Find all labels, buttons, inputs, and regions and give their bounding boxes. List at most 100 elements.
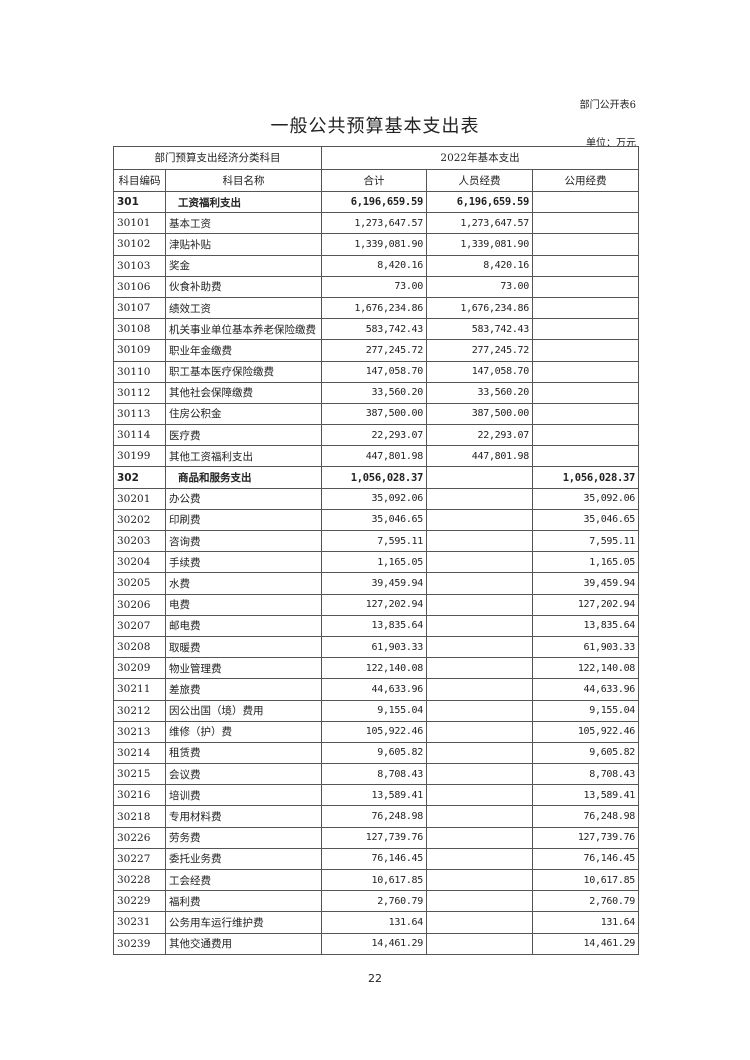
cell-total: 13,589.41	[321, 784, 427, 807]
cell-total: 8,708.43	[321, 763, 427, 786]
cell-public: 127,739.76	[531, 826, 640, 849]
cell-name: 机关事业单位基本养老保险缴费	[165, 318, 322, 341]
cell-personnel: 33,560.20	[426, 381, 533, 404]
cell-name: 其他交通费用	[165, 932, 322, 955]
cell-personnel	[426, 911, 533, 934]
cell-public: 44,633.96	[531, 678, 640, 701]
cell-name: 住房公积金	[165, 402, 322, 426]
cell-code: 30201	[113, 487, 166, 510]
table-row: 30101 基本工资 1,273,647.57 1,273,647.57	[113, 212, 640, 235]
cell-code: 30214	[113, 741, 166, 765]
cell-personnel	[426, 699, 533, 722]
cell-code: 30101	[113, 212, 166, 235]
cell-total: 22,293.07	[321, 424, 427, 447]
cell-total: 1,676,234.86	[321, 296, 427, 320]
table-row: 30109 职业年金缴费 277,245.72 277,245.72	[113, 339, 640, 362]
cell-personnel	[426, 529, 533, 553]
cell-total: 1,273,647.57	[321, 212, 427, 235]
cell-code: 30199	[113, 445, 166, 468]
header-public: 公用经费	[531, 168, 640, 192]
table-row: 30202 印刷费 35,046.65 35,046.65	[113, 508, 640, 532]
cell-code: 30202	[113, 508, 166, 532]
cell-name: 津贴补贴	[165, 233, 322, 256]
cell-name: 绩效工资	[165, 296, 322, 320]
cell-total: 33,560.20	[321, 381, 427, 404]
cell-public: 76,146.45	[531, 847, 640, 871]
cell-personnel: 73.00	[426, 275, 533, 298]
cell-personnel	[426, 763, 533, 786]
table-row: 30112 其他社会保障缴费 33,560.20 33,560.20	[113, 381, 640, 404]
table-row: 30231 公务用车运行维护费 131.64 131.64	[113, 911, 640, 934]
cell-public: 10,617.85	[531, 868, 640, 892]
cell-personnel	[426, 551, 533, 574]
cell-personnel	[426, 868, 533, 892]
cell-public	[531, 190, 640, 214]
cell-name: 工会经费	[165, 868, 322, 892]
cell-public	[531, 360, 640, 383]
cell-code: 30213	[113, 720, 166, 743]
cell-name: 水费	[165, 572, 322, 595]
cell-public	[531, 254, 640, 277]
cell-personnel	[426, 593, 533, 616]
cell-personnel	[426, 572, 533, 595]
cell-public	[531, 381, 640, 404]
header-row-group: 部门预算支出经济分类科目 2022年基本支出	[113, 146, 640, 170]
cell-code: 30107	[113, 296, 166, 320]
table-row: 30204 手续费 1,165.05 1,165.05	[113, 551, 640, 574]
cell-name: 奖金	[165, 254, 322, 277]
cell-public: 131.64	[531, 911, 640, 934]
table-body: 301 工资福利支出 6,196,659.59 6,196,659.59 30101 基本…	[113, 190, 640, 955]
cell-total: 447,801.98	[321, 445, 427, 468]
cell-total: 131.64	[321, 911, 427, 934]
budget-table: 部门预算支出经济分类科目 2022年基本支出 科目编码 科目名称 合计 人员经费…	[113, 146, 640, 955]
cell-personnel	[426, 466, 533, 489]
cell-personnel	[426, 678, 533, 701]
cell-personnel	[426, 508, 533, 532]
cell-code: 30109	[113, 339, 166, 362]
cell-total: 277,245.72	[321, 339, 427, 362]
cell-total: 44,633.96	[321, 678, 427, 701]
table-row: 30216 培训费 13,589.41 13,589.41	[113, 784, 640, 807]
cell-name: 其他工资福利支出	[165, 445, 322, 468]
table-row: 30226 劳务费 127,739.76 127,739.76	[113, 826, 640, 849]
cell-public: 127,202.94	[531, 593, 640, 616]
cell-public: 61,903.33	[531, 635, 640, 659]
table-row: 30106 伙食补助费 73.00 73.00	[113, 275, 640, 298]
cell-personnel	[426, 741, 533, 765]
cell-public	[531, 339, 640, 362]
cell-public: 35,092.06	[531, 487, 640, 510]
cell-name: 电费	[165, 593, 322, 616]
cell-total: 127,202.94	[321, 593, 427, 616]
cell-name: 其他社会保障缴费	[165, 381, 322, 404]
cell-name: 职工基本医疗保险缴费	[165, 360, 322, 383]
cell-name: 培训费	[165, 784, 322, 807]
cell-name: 专用材料费	[165, 805, 322, 828]
cell-public: 13,835.64	[531, 614, 640, 637]
cell-total: 127,739.76	[321, 826, 427, 849]
cell-total: 8,420.16	[321, 254, 427, 277]
cell-name: 手续费	[165, 551, 322, 574]
cell-public	[531, 424, 640, 447]
cell-total: 10,617.85	[321, 868, 427, 892]
table-row: 30102 津贴补贴 1,339,081.90 1,339,081.90	[113, 233, 640, 256]
cell-personnel: 1,273,647.57	[426, 212, 533, 235]
cell-name: 商品和服务支出	[165, 466, 322, 489]
table-row: 30201 办公费 35,092.06 35,092.06	[113, 487, 640, 510]
cell-code: 30211	[113, 678, 166, 701]
cell-name: 医疗费	[165, 424, 322, 447]
cell-code: 302	[113, 466, 166, 489]
cell-name: 劳务费	[165, 826, 322, 849]
cell-personnel	[426, 932, 533, 955]
cell-name: 福利费	[165, 890, 322, 913]
cell-code: 30229	[113, 890, 166, 913]
cell-public: 1,056,028.37	[531, 466, 640, 489]
cell-name: 物业管理费	[165, 657, 322, 680]
cell-personnel	[426, 805, 533, 828]
cell-code: 30108	[113, 318, 166, 341]
cell-code: 30102	[113, 233, 166, 256]
cell-personnel	[426, 487, 533, 510]
cell-total: 76,146.45	[321, 847, 427, 871]
page-title: 一般公共预算基本支出表	[270, 116, 480, 137]
cell-total: 1,165.05	[321, 551, 427, 574]
cell-code: 30206	[113, 593, 166, 616]
